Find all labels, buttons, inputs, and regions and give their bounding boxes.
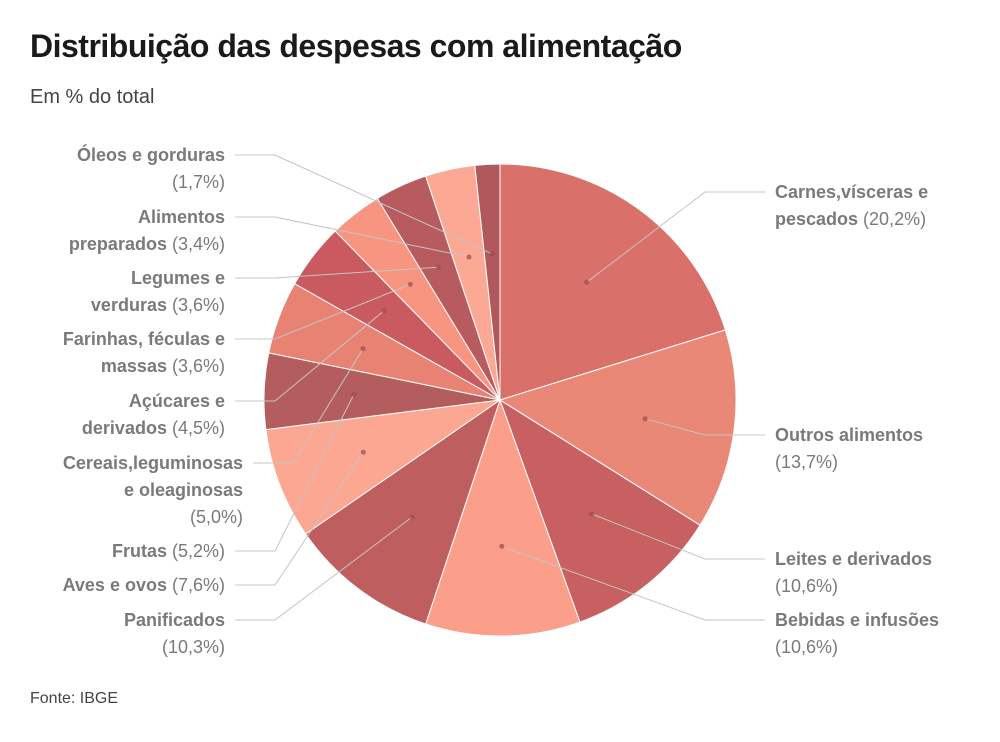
leader-dot (351, 392, 357, 397)
slice-label: Legumes e verduras (3,6%) (91, 268, 225, 315)
slice-label: Panificados (10,3%) (124, 610, 225, 657)
slice-label: Carnes,vísceras e pescados (20,2%) (775, 182, 928, 229)
leader-line (586, 191, 765, 283)
leader-dot (409, 514, 415, 520)
leader-dot (407, 281, 413, 287)
leader-lines (235, 154, 765, 621)
chart-subtitle: Em % do total (30, 86, 155, 108)
leader-line (591, 513, 765, 560)
pie-slices (263, 163, 737, 637)
leader-line (253, 348, 364, 464)
pie-slice (499, 163, 726, 401)
pie-slice (498, 329, 737, 526)
pie-slice (499, 398, 701, 623)
slice-label: Leites e derivados (10,6%) (775, 549, 932, 596)
leader-line (235, 216, 470, 258)
slice-label: Bebidas e infusões (10,6%) (775, 610, 939, 657)
leader-dot (360, 346, 366, 352)
slice-label: Alimentos preparados (3,4%) (69, 207, 225, 254)
leader-line (235, 266, 439, 279)
leader-dot (489, 251, 495, 257)
leader-line (235, 283, 411, 340)
leader-line (235, 394, 355, 552)
chart-title: Distribuição das despesas com alimentaçã… (30, 28, 682, 64)
slice-label: Aves e ovos (7,6%) (63, 575, 225, 595)
leader-line (644, 418, 765, 436)
slice-label: Outros alimentos (13,7%) (775, 425, 923, 472)
leader-dot (499, 543, 505, 549)
leader-dot (466, 254, 472, 260)
slice-labels: Carnes,vísceras e pescados (20,2%) Outros … (63, 144, 939, 657)
leader-dot (436, 264, 441, 270)
source-note: Fonte: IBGE (30, 690, 119, 707)
pie-slice (304, 398, 501, 625)
leader-dot (584, 279, 590, 285)
slice-label: Cereais,leguminosas e oleaginosas (5,0%) (63, 453, 243, 527)
leader-line (501, 545, 765, 621)
pie-slice (265, 399, 501, 535)
slice-label: Farinhas, féculas e massas (3,6%) (63, 329, 225, 376)
leader-line (235, 154, 493, 255)
leader-line (235, 451, 364, 586)
leader-line (235, 310, 385, 402)
pie-slice (474, 163, 501, 401)
leader-dot (642, 416, 648, 422)
leader-dot (360, 449, 366, 455)
leader-dot (589, 511, 595, 517)
slice-label: Óleos e gorduras (1,7%) (77, 144, 225, 192)
slice-label: Frutas (5,2%) (112, 541, 225, 561)
leader-line (235, 516, 413, 621)
slice-label: Açúcares e derivados (4,5%) (82, 391, 225, 438)
leader-dot (381, 308, 387, 314)
pie-slice (425, 398, 581, 637)
